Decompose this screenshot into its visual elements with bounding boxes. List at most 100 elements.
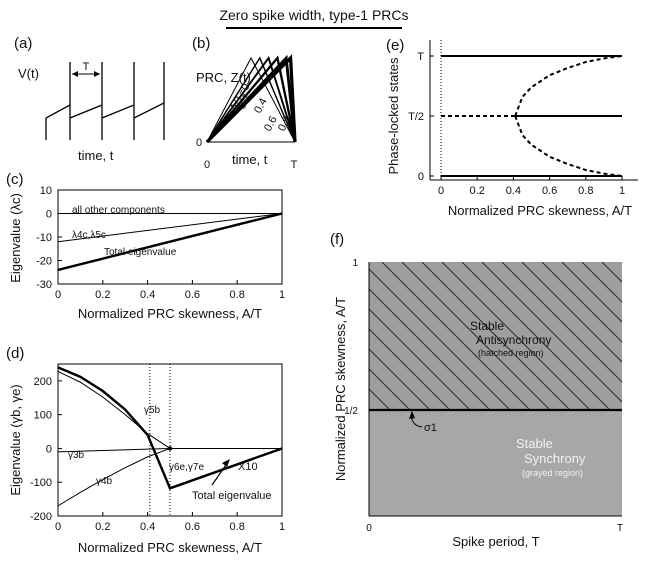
period-arrowhead-right <box>94 71 100 77</box>
e-x-tick-label: 1 <box>619 185 625 197</box>
f-antisync-title-line2: Antisynchrony <box>476 333 551 347</box>
c-x-axis-label: Normalized PRC skewness, A/T <box>78 306 262 321</box>
d-series-line-4 <box>57 366 283 490</box>
panel-e: 0 0.2 0.4 0.6 0.8 1 T T/2 0 Normalized PRC skewn… <box>386 40 638 218</box>
e-x-tick-label: 0.8 <box>578 185 593 197</box>
f-sync-note: (grayed region) <box>522 468 583 478</box>
panel-d: 0 0.2 0.4 0.6 0.8 1 200 100 0 -100 -200 γ5b γ4b γ3… <box>8 363 285 555</box>
d-x-tick-label: 0.2 <box>95 521 110 533</box>
d-total-arrow <box>211 461 229 486</box>
prc-curve-1 <box>206 56 296 143</box>
c-y-tick-label: 0 <box>46 209 52 221</box>
d-label-x10: X10 <box>238 461 258 473</box>
prc-x-tick-0: 0 <box>204 159 210 171</box>
d-x-tick-label: 0 <box>55 521 61 533</box>
e-y-axis-label: Phase-locked states <box>386 57 401 175</box>
f-synchrony-region <box>369 410 622 516</box>
e-x-tick-label: 0.2 <box>470 185 485 197</box>
e-y-tick-label: T <box>417 51 424 63</box>
c-label-lambda45: λ4c,λ5c <box>72 230 106 241</box>
c-y-tick-label: -20 <box>36 256 52 268</box>
d-series-line-0 <box>57 370 171 449</box>
e-x-axis-label: Normalized PRC skewness, A/T <box>448 203 632 218</box>
d-total-arrowhead <box>222 459 230 467</box>
prc-label: PRC, Z(t) <box>196 70 251 85</box>
d-y-tick-label: -100 <box>30 477 52 489</box>
d-label-total: Total eigenvalue <box>192 490 272 502</box>
d-label-gamma5b: γ5b <box>144 405 161 416</box>
prc-curve-2 <box>206 55 296 143</box>
f-sync-title-line2: Synchrony <box>524 451 586 466</box>
f-antisynchrony-region <box>369 262 622 410</box>
d-y-tick-label: 200 <box>34 376 52 388</box>
c-x-tick-label: 0 <box>55 289 61 301</box>
c-series-line-1 <box>57 213 283 243</box>
time-label-a: time, t <box>78 148 114 163</box>
e-y-tick-label: T/2 <box>408 111 424 123</box>
d-x-tick-label: 0.8 <box>230 521 245 533</box>
panel-label-c: (c) <box>6 171 24 188</box>
f-sync-title-line1: Stable <box>516 436 553 451</box>
panel-label-a: (a) <box>14 35 32 52</box>
prc-y-tick-0: 0 <box>196 137 202 149</box>
d-y-axis-label: Eigenvalue (γb, γe) <box>8 384 23 495</box>
prc-curve-label-04: 0.4 <box>252 96 270 115</box>
panel-label-d: (d) <box>6 345 24 362</box>
f-y-axis-label: Normalized PRC skewness, A/T <box>333 297 348 481</box>
d-x-tick-label: 0.4 <box>140 521 155 533</box>
f-x-axis-label: Spike period, T <box>452 534 539 549</box>
prc-curve-5 <box>205 54 297 144</box>
figure-title: Zero spike width, type-1 PRCs <box>219 7 408 23</box>
e-y-tick-label: 0 <box>418 171 424 183</box>
d-merge-point <box>167 446 173 451</box>
e-x-tick-label: 0.6 <box>542 185 557 197</box>
f-x-tick-0: 0 <box>366 523 372 534</box>
d-series-line-1 <box>57 447 171 507</box>
panel-label-b: (b) <box>192 35 210 52</box>
c-x-tick-label: 0.6 <box>185 289 200 301</box>
f-x-tick-T: T <box>617 523 623 534</box>
d-x-tick-label: 0.6 <box>185 521 200 533</box>
d-y-tick-label: 100 <box>34 410 52 422</box>
period-label: T <box>83 61 90 73</box>
c-series-line-2 <box>57 212 283 272</box>
c-x-tick-label: 1 <box>279 289 285 301</box>
d-y-tick-label: 0 <box>46 443 52 455</box>
f-antisync-title-line1: Stable <box>470 319 504 333</box>
panel-a: V(t) T time, t <box>18 61 165 163</box>
d-x-tick-label: 1 <box>279 521 285 533</box>
d-label-gamma67e: γ6e,γ7e <box>169 462 204 473</box>
c-x-tick-label: 0.4 <box>140 289 155 301</box>
c-y-tick-label: 10 <box>40 185 52 197</box>
f-antisync-note: (hatched region) <box>478 348 544 358</box>
panel-label-f: (f) <box>330 231 344 248</box>
d-label-gamma3b: γ3b <box>68 450 85 461</box>
c-x-tick-label: 0.2 <box>95 289 110 301</box>
d-y-tick-label: -200 <box>30 511 52 523</box>
c-y-axis-label: Eigenvalue (λc) <box>8 193 23 283</box>
prc-curve-0 <box>206 56 296 143</box>
c-x-tick-label: 0.8 <box>230 289 245 301</box>
d-x-axis-label: Normalized PRC skewness, A/T <box>78 540 262 555</box>
e-x-tick-label: 0 <box>438 185 444 197</box>
e-x-tick-label: 0.4 <box>506 185 521 197</box>
c-label-other: all other components <box>72 205 165 216</box>
panel-label-e: (e) <box>386 37 404 54</box>
e-series-line-5 <box>514 115 623 177</box>
panel-f: σ1 1 1/2 0 T Stable Antisynchrony (hatch… <box>333 258 623 549</box>
period-arrowhead-left <box>72 71 78 77</box>
d-series-line-2 <box>57 447 171 453</box>
f-sigma-pointer-head <box>409 411 415 419</box>
f-y-tick-1: 1 <box>352 258 358 269</box>
voltage-label: V(t) <box>18 66 39 81</box>
f-y-tick-half: 1/2 <box>344 406 358 417</box>
voltage-trace <box>45 62 165 140</box>
f-boundary-label: σ1 <box>424 422 437 434</box>
d-label-gamma4b: γ4b <box>96 476 113 487</box>
prc-x-tick-T: T <box>291 159 298 171</box>
time-label-b: time, t <box>232 152 268 167</box>
e-series-line-4 <box>514 55 623 117</box>
c-y-tick-label: -30 <box>36 279 52 291</box>
prc-curve-3 <box>206 55 297 143</box>
